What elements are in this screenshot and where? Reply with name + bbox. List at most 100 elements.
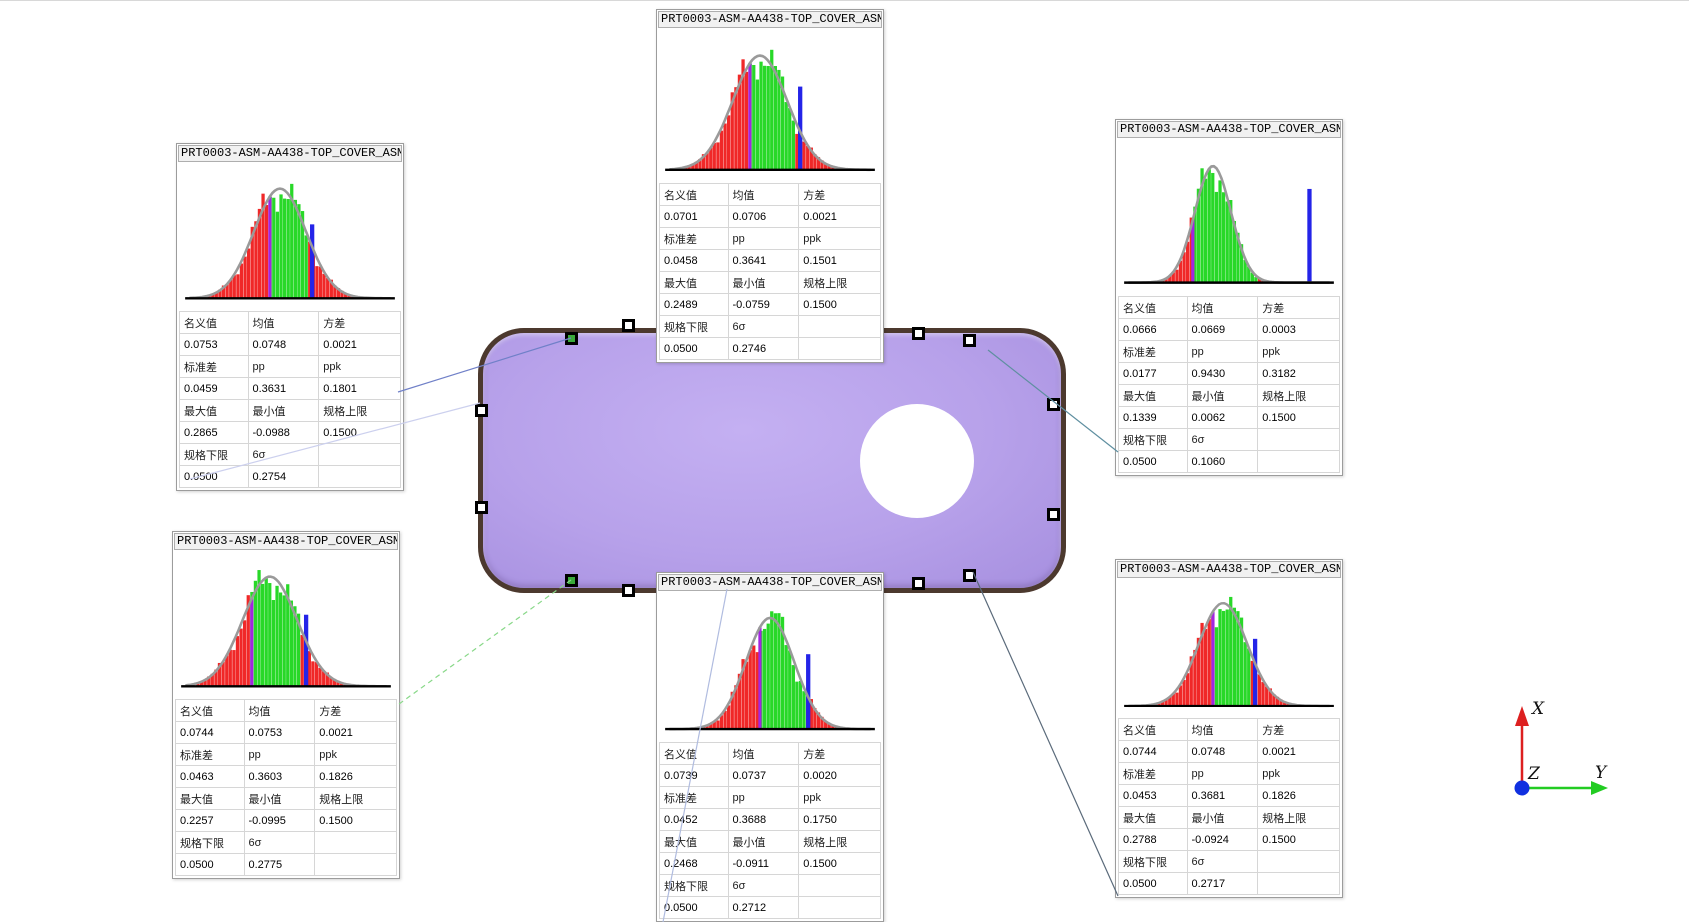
stats-cell: 0.1500 [318, 421, 401, 444]
stats-row: 最大值 最小值 规格上限 [175, 787, 397, 810]
panel-title[interactable]: PRT0003-ASM-AA438-TOP_COVER_ASM [174, 533, 398, 550]
x-axis-arrowhead [1515, 706, 1529, 726]
hist-bar [701, 154, 706, 170]
usl-marker-line [1252, 638, 1258, 706]
histogram-chart [179, 552, 393, 697]
stats-cell: 0.2788 [1118, 828, 1188, 851]
lsl-marker-line [268, 196, 272, 299]
stats-cell: pp [1186, 762, 1259, 785]
hist-bar [203, 680, 207, 687]
hist-bar [816, 157, 821, 170]
hist-bar [1250, 660, 1254, 706]
panel-title[interactable]: PRT0003-ASM-AA438-TOP_COVER_ASM [658, 11, 882, 28]
hist-bar [1207, 619, 1211, 706]
axis-triad: X Y Z [1514, 699, 1608, 796]
z-axis-dot [1514, 780, 1530, 796]
stats-cell: 0.3182 [1257, 362, 1340, 385]
stats-cell: pp [243, 743, 316, 766]
stats-cell: 0.2712 [727, 896, 800, 919]
hist-bar [802, 691, 806, 730]
hist-bar [827, 165, 831, 170]
stats-cell: 规格下限 [179, 443, 249, 466]
part-top-cover[interactable] [478, 328, 1066, 593]
hist-bar [705, 152, 709, 170]
stats-row: 最大值 最小值 规格上限 [1118, 384, 1340, 407]
lsl-marker-line [748, 63, 752, 170]
hist-bar [214, 669, 218, 687]
stats-cell: 0.0739 [659, 764, 729, 787]
stats-cell: 最大值 [175, 787, 245, 810]
hist-bar [1164, 278, 1168, 283]
hist-bar [246, 595, 250, 687]
panel-title[interactable]: PRT0003-ASM-AA438-TOP_COVER_ASM [1117, 561, 1341, 578]
stats-row: 标准差 pp ppk [1118, 762, 1340, 785]
stats-cell: 规格上限 [798, 271, 881, 294]
hist-bar [1225, 201, 1229, 283]
stats-cell: ppk [318, 355, 401, 378]
hist-bar [329, 279, 333, 299]
measurement-panel-left-lower[interactable]: PRT0003-ASM-AA438-TOP_COVER_ASM 名义值 均值 方差 0… [172, 531, 400, 879]
selection-handle[interactable] [474, 403, 488, 417]
hist-bar [260, 583, 265, 687]
panel-title[interactable]: PRT0003-ASM-AA438-TOP_COVER_ASM [658, 574, 882, 591]
measurement-panel-bottom-center[interactable]: PRT0003-ASM-AA438-TOP_COVER_ASM 名义值 均值 方差 0… [656, 572, 884, 922]
stats-cell: 方差 [798, 183, 881, 206]
hist-bar [1243, 642, 1247, 706]
hist-bar [1243, 260, 1247, 283]
measurement-panel-left-upper[interactable]: PRT0003-ASM-AA438-TOP_COVER_ASM 名义值 均值 方差 0… [176, 143, 404, 491]
hist-bar [307, 651, 311, 687]
hist-bar [243, 256, 247, 299]
panel-title[interactable]: PRT0003-ASM-AA438-TOP_COVER_ASM [1117, 121, 1341, 138]
selection-handle[interactable] [911, 576, 925, 590]
selection-handle[interactable] [621, 583, 635, 597]
hist-bar [827, 723, 831, 730]
selection-handle[interactable] [962, 333, 976, 347]
selection-handle[interactable] [621, 318, 635, 332]
stats-cell: 最小值 [1186, 806, 1259, 829]
hist-bar [1160, 700, 1165, 706]
panel-title[interactable]: PRT0003-ASM-AA438-TOP_COVER_ASM [178, 145, 402, 162]
selection-handle[interactable] [564, 573, 578, 587]
stats-cell: 规格上限 [318, 399, 401, 422]
stats-cell: 0.0463 [175, 765, 245, 788]
hist-bar [752, 645, 756, 730]
hist-bar [698, 158, 702, 170]
hist-bar [716, 142, 720, 170]
selection-handle[interactable] [1046, 397, 1060, 411]
stats-row: 0.0453 0.3681 0.1826 [1118, 784, 1340, 807]
hist-bar [347, 295, 351, 299]
stats-cell: 0.0753 [243, 721, 316, 744]
stats-row: 0.0753 0.0748 0.0021 [179, 333, 401, 356]
measurement-panel-right-upper[interactable]: PRT0003-ASM-AA438-TOP_COVER_ASM 名义值 均值 方差 0… [1115, 119, 1343, 476]
selection-handle[interactable] [474, 500, 488, 514]
stats-table: 名义值 均值 方差 0.0744 0.0748 0.0021 标准差 pp ppk 0.0453 0… [1118, 718, 1340, 895]
hist-bar [1275, 696, 1280, 706]
hist-bar [228, 649, 232, 687]
hist-bar [741, 59, 745, 170]
stats-cell: 0.0062 [1186, 406, 1259, 429]
stats-cell: 0.0706 [727, 205, 800, 228]
stats-cell [318, 443, 401, 466]
stats-cell: 0.0020 [798, 764, 881, 787]
hist-bar [253, 580, 258, 687]
measurement-panel-right-lower[interactable]: PRT0003-ASM-AA438-TOP_COVER_ASM 名义值 均值 方差 0… [1115, 559, 1343, 898]
stats-cell: 0.0744 [1118, 740, 1188, 763]
selection-handle[interactable] [911, 326, 925, 340]
selection-handle[interactable] [564, 331, 578, 345]
stats-row: 规格下限 6σ [175, 831, 397, 854]
stats-cell [798, 896, 881, 919]
measurement-panel-top-center[interactable]: PRT0003-ASM-AA438-TOP_COVER_ASM 名义值 均值 方差 0… [656, 9, 884, 363]
stats-cell: 6σ [1186, 850, 1259, 873]
hist-bar [712, 142, 716, 170]
hist-bar [1175, 269, 1179, 283]
stats-cell: 0.2717 [1186, 872, 1259, 895]
hist-bar [229, 279, 233, 299]
hist-bar [730, 691, 734, 730]
hist-bar [1193, 649, 1197, 706]
selection-handle[interactable] [962, 568, 976, 582]
hist-bar [293, 199, 298, 299]
hist-bar [225, 284, 229, 299]
hist-bar [264, 205, 269, 299]
selection-handle[interactable] [1046, 507, 1060, 521]
hist-bar [1225, 609, 1229, 706]
